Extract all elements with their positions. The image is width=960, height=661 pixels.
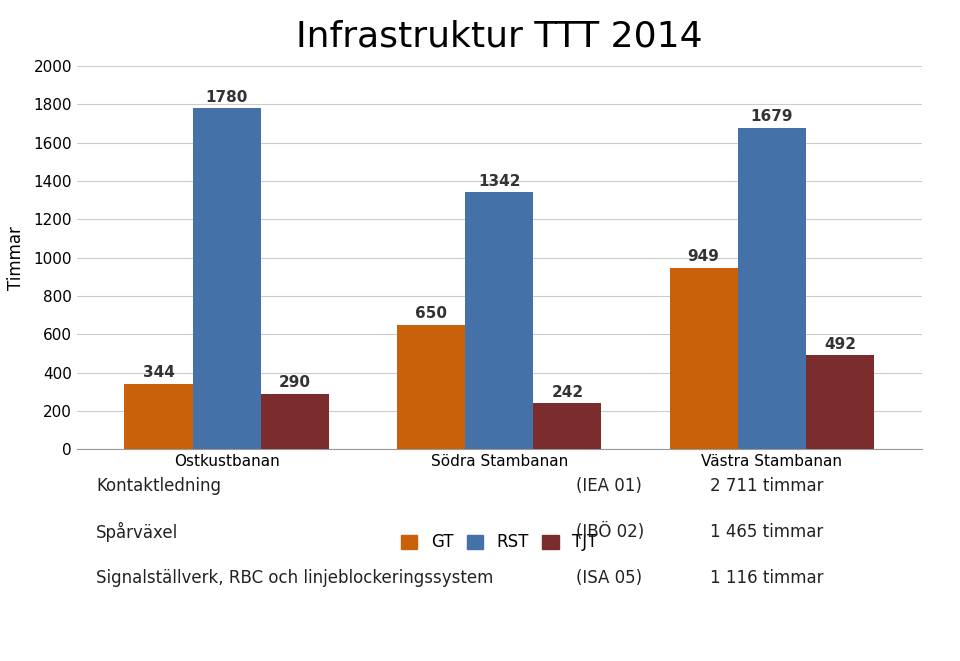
Text: 949: 949 [687,249,720,264]
Bar [397,325,466,449]
Text: 492: 492 [824,336,856,352]
Bar [737,128,805,449]
Title: Infrastruktur TTT 2014: Infrastruktur TTT 2014 [296,20,703,54]
Bar [466,192,533,449]
Text: 1679: 1679 [751,109,793,124]
Text: (IBÖ 02): (IBÖ 02) [576,523,644,541]
Text: 344: 344 [143,365,175,380]
Bar [669,268,737,449]
Text: Signalställverk, RBC och linjeblockeringssystem: Signalställverk, RBC och linjeblockering… [96,569,493,588]
Text: Spårväxel: Spårväxel [96,522,179,542]
Bar [805,355,874,449]
Y-axis label: Timmar: Timmar [7,226,25,290]
Text: 1 116 timmar: 1 116 timmar [710,569,824,588]
Text: 650: 650 [415,307,447,321]
Text: 1342: 1342 [478,174,520,189]
Text: (ISA 05): (ISA 05) [576,569,642,588]
Bar [533,403,601,449]
Legend: GT, RST, TJT: GT, RST, TJT [394,527,605,558]
Bar [261,394,329,449]
Bar [193,108,261,449]
Text: 290: 290 [278,375,311,391]
Text: 1780: 1780 [205,90,248,105]
Bar [125,383,193,449]
Text: Kontaktledning: Kontaktledning [96,477,221,495]
Text: 242: 242 [551,385,584,400]
Text: 1 465 timmar: 1 465 timmar [710,523,824,541]
Text: 13: 13 [19,622,42,641]
Text: 2 711 timmar: 2 711 timmar [710,477,824,495]
Text: (IEA 01): (IEA 01) [576,477,642,495]
